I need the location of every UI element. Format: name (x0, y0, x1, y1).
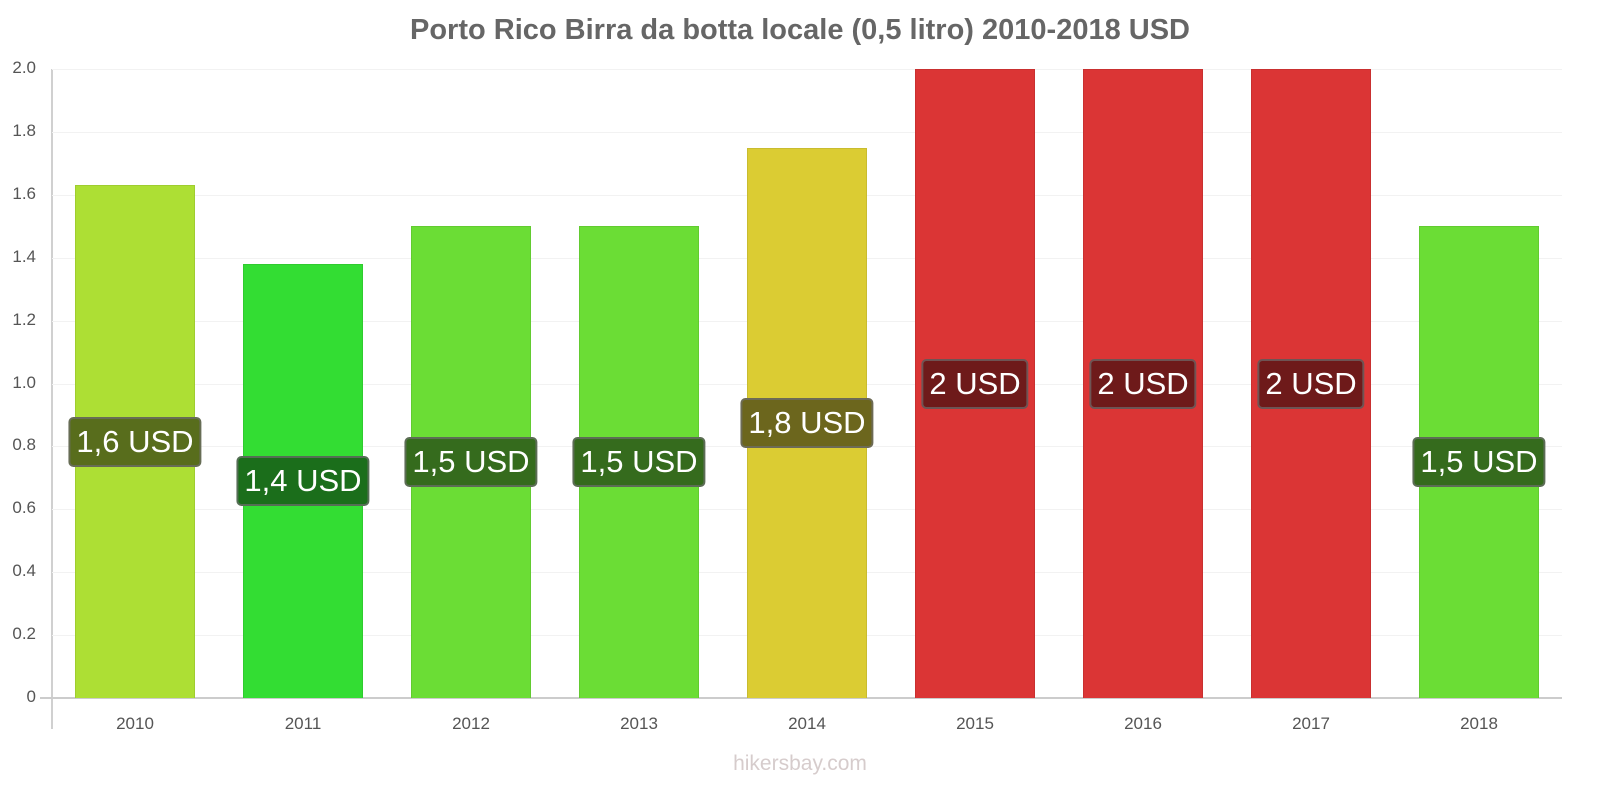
bar-value-label: 2 USD (1257, 358, 1365, 409)
gridline (52, 69, 1562, 70)
gridline (52, 132, 1562, 133)
x-axis-line (40, 697, 1562, 699)
bar-value-label: 1,5 USD (1412, 437, 1546, 488)
y-tick-label: 0.6 (12, 498, 36, 517)
bar-value-label: 2 USD (921, 358, 1029, 409)
x-tick-label: 2018 (1460, 714, 1498, 733)
x-tick-label: 2016 (1124, 714, 1162, 733)
bar-value-label: 2 USD (1089, 358, 1197, 409)
y-tick-label: 0.8 (12, 435, 36, 454)
y-tick-label: 1.2 (12, 310, 36, 329)
y-tick-label: 1.8 (12, 121, 36, 140)
bar-value-label: 1,6 USD (68, 416, 202, 467)
y-tick-label: 1.0 (12, 373, 36, 392)
x-tick-label: 2014 (788, 714, 826, 733)
bar-value-label: 1,4 USD (236, 455, 370, 506)
y-tick-label: 2.0 (12, 58, 36, 77)
bar-value-label: 1,8 USD (740, 397, 874, 448)
y-tick-label: 0.4 (12, 561, 36, 580)
chart-title: Porto Rico Birra da botta locale (0,5 li… (409, 14, 1190, 46)
bar-value-label: 1,5 USD (572, 437, 706, 488)
x-tick-label: 2012 (452, 714, 490, 733)
y-axis-line (51, 69, 53, 729)
y-tick-label: 1.6 (12, 184, 36, 203)
x-tick-label: 2017 (1292, 714, 1330, 733)
y-tick-label: 1.4 (12, 247, 36, 266)
y-tick-label: 0.2 (12, 624, 36, 643)
x-tick-label: 2010 (116, 714, 154, 733)
y-tick-label: 0 (26, 687, 36, 706)
bar-value-label: 1,5 USD (404, 437, 538, 488)
x-tick-label: 2015 (956, 714, 994, 733)
x-tick-label: 2011 (284, 714, 322, 733)
source-watermark: hikersbay.com (733, 752, 867, 775)
x-tick-label: 2013 (620, 714, 658, 733)
